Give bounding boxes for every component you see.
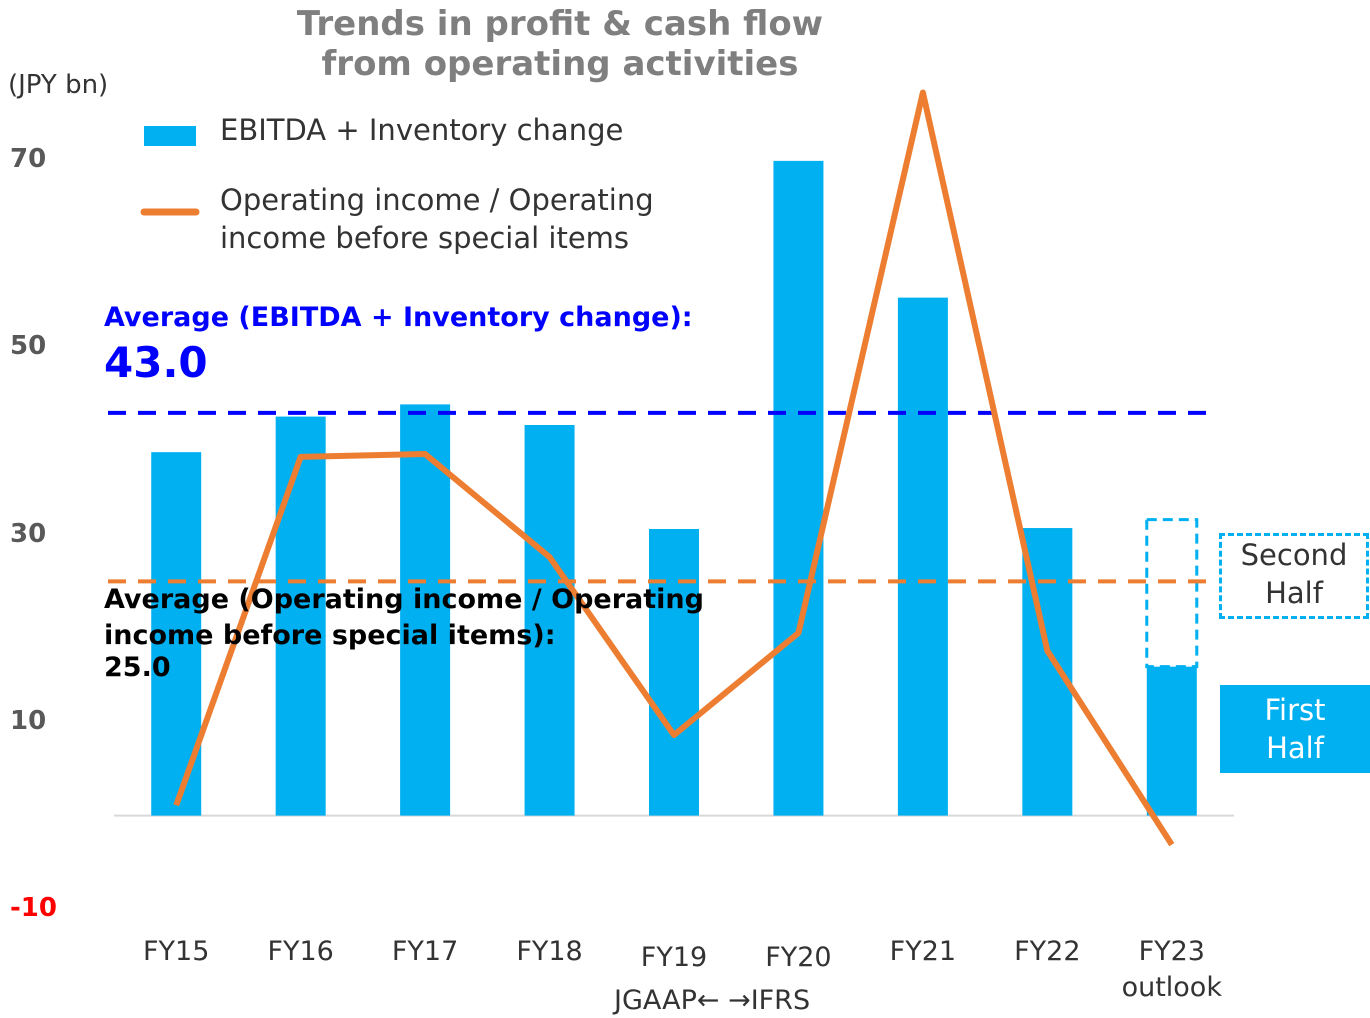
bar [524,425,575,816]
second-half-bar [1145,518,1199,669]
bar [773,160,824,816]
x-tick-label: FY16 [267,936,334,967]
bar [1146,666,1197,816]
bar [649,528,699,816]
legend-label: Operating income / Operating income befo… [220,183,654,255]
y-tick-label: 70 [10,143,47,174]
x-tick-label: FY18 [516,936,583,967]
bar [400,404,451,816]
y-tick-label: 30 [10,518,47,549]
bar [897,297,948,816]
second-half-label: Second Half [1219,533,1369,619]
average-value: 25.0 [104,652,171,683]
transition-label: JGAAP← →IFRS [614,985,811,1016]
average-label: Average (EBITDA + Inventory change): [104,302,693,333]
x-tick-label: FY17 [391,936,459,967]
average-value: 43.0 [104,338,208,387]
chart-title: Trends in profit & cash flow from operat… [296,4,824,84]
y-tick-label: 50 [10,331,47,362]
first-half-label: First Half [1220,685,1370,773]
x-tick-label: FY21 [889,936,957,967]
line [173,89,1175,847]
y-tick-label: 10 [10,705,47,736]
x-tick-label: FY20 [765,942,832,973]
bar [275,416,326,816]
average-label: Average (Operating income / Operating in… [104,584,704,651]
x-tick-label: FY23 outlook [1121,936,1222,1003]
y-axis-label: (JPY bn) [8,70,109,100]
legend-label: EBITDA + Inventory change [220,113,624,147]
x-tick-label: FY22 [1014,936,1081,967]
x-tick-label: FY15 [143,936,210,967]
x-tick-label: FY19 [640,942,708,973]
y-tick-label: -10 [10,893,57,924]
legend-swatch [144,126,196,146]
